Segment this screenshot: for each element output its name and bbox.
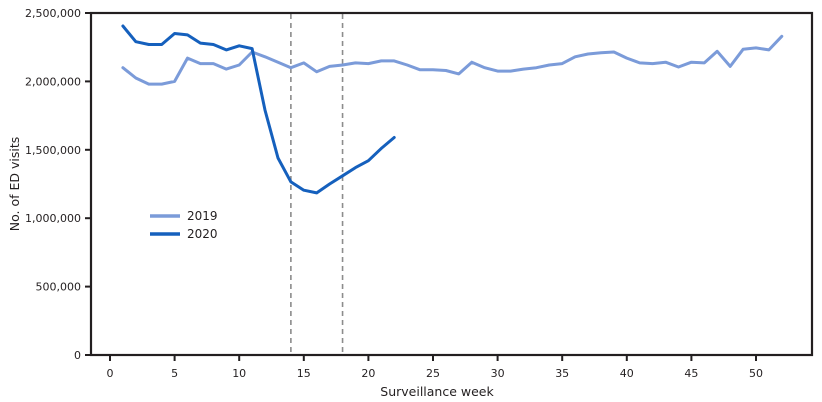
legend-label-2019: 2019 — [187, 209, 218, 223]
plot-frame — [89, 11, 814, 357]
x-tick-label: 40 — [620, 367, 634, 380]
y-tick-label: 1,000,000 — [25, 212, 81, 225]
y-tick-label: 0 — [74, 349, 81, 362]
x-tick-label: 45 — [684, 367, 698, 380]
series-line-2020 — [121, 24, 396, 195]
y-tick-label: 500,000 — [36, 281, 82, 294]
x-tick-label: 15 — [297, 367, 311, 380]
x-tick-label: 10 — [232, 367, 246, 380]
series-line-2019 — [121, 34, 784, 86]
y-tick-label: 1,500,000 — [25, 144, 81, 157]
y-tick-label: 2,500,000 — [25, 7, 81, 20]
series-lines — [121, 24, 784, 195]
x-tick-label: 30 — [491, 367, 505, 380]
reference-lines — [290, 14, 344, 354]
y-axis-title: No. of ED visits — [7, 137, 22, 232]
legend-label-2020: 2020 — [187, 227, 218, 241]
x-tick-label: 50 — [749, 367, 763, 380]
y-tick-label: 2,000,000 — [25, 75, 81, 88]
x-tick-label: 5 — [171, 367, 178, 380]
x-axis-title: Surveillance week — [380, 384, 494, 399]
x-tick-label: 35 — [555, 367, 569, 380]
x-tick-label: 25 — [426, 367, 440, 380]
y-axis: 0 500,000 1,000,000 1,500,000 2,000,000 2,500… — [25, 7, 91, 362]
legend: 2019 2020 — [150, 209, 218, 241]
x-tick-label: 0 — [107, 367, 114, 380]
x-tick-label: 20 — [361, 367, 375, 380]
x-axis: 0 5 10 15 20 25 30 35 40 45 50 — [107, 355, 763, 380]
